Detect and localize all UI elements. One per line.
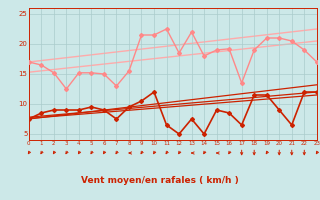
Text: Vent moyen/en rafales ( km/h ): Vent moyen/en rafales ( km/h ) xyxy=(81,176,239,185)
